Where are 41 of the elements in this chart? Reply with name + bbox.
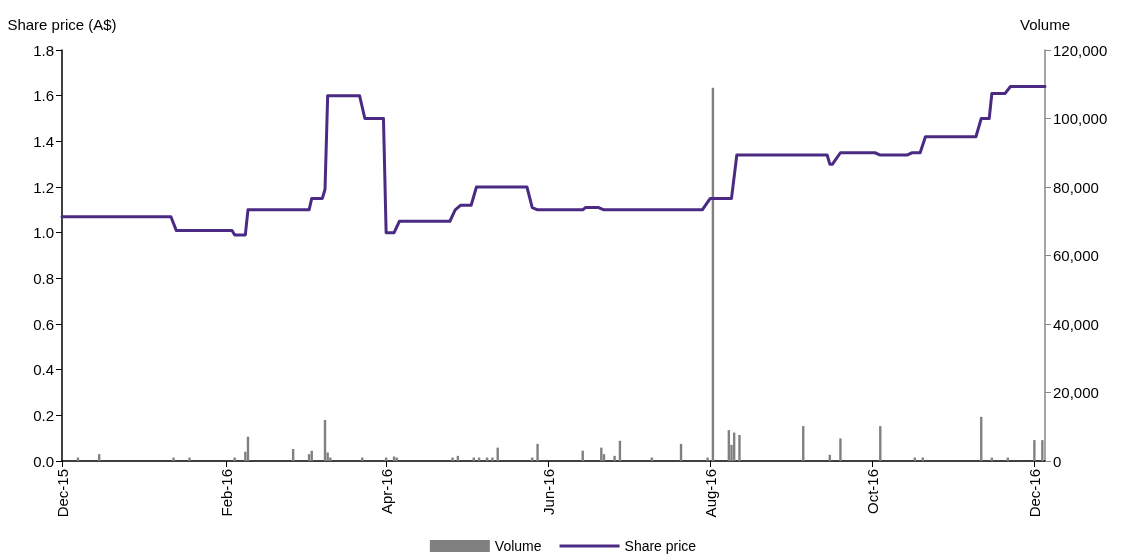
y-tick-label: 1.8 (33, 41, 54, 59)
bar (613, 455, 616, 461)
bar (172, 457, 175, 461)
y2-axis-title: Volume (1019, 16, 1071, 33)
bar (706, 457, 709, 461)
y2-tick-label: 80,000 (1053, 178, 1099, 196)
y-axis-title: Share price (A$) (7, 16, 117, 33)
x-tick-label: Feb-16 (218, 469, 236, 517)
y-tick-label: 0.2 (33, 406, 54, 424)
x-tick-label: Aug-16 (701, 469, 719, 518)
x-tick-label: Oct-16 (863, 469, 881, 515)
y-tick-label: 1.4 (33, 132, 54, 150)
y-tick-label: 1.0 (33, 224, 54, 242)
y-tick-label: 0.4 (33, 361, 54, 379)
y2-tick-label: 20,000 (1053, 384, 1099, 401)
line-series (60, 85, 1047, 237)
bar (1033, 440, 1036, 461)
bar (491, 457, 494, 461)
bar (600, 447, 603, 461)
y2-tick-label: 120,000 (1053, 41, 1108, 59)
y2-tick-label: 40,000 (1053, 315, 1099, 333)
y-tick-label: 0.8 (33, 269, 54, 287)
x-tick-label: Dec-15 (53, 469, 71, 518)
y-tick-label: 1.6 (33, 87, 54, 105)
legend-label: Volume (494, 538, 542, 554)
y2-tick-label: 60,000 (1053, 247, 1099, 264)
x-tick-label: Dec-16 (1025, 469, 1043, 518)
y2-tick-label: 0 (1053, 452, 1062, 470)
legend-label: Share price (624, 538, 697, 554)
y-tick-label: 1.2 (33, 178, 54, 196)
bar (839, 438, 842, 461)
x-tick-label: Jun-16 (539, 469, 557, 515)
bar (233, 457, 236, 461)
bar (738, 434, 741, 461)
bar (536, 443, 539, 461)
y-tick-label: 0.6 (33, 315, 54, 333)
bar (451, 457, 454, 461)
y-tick-label: 0.0 (33, 452, 54, 470)
bar (188, 457, 191, 461)
x-tick-label: Apr-16 (377, 469, 395, 515)
y2-tick-label: 100,000 (1053, 110, 1108, 127)
